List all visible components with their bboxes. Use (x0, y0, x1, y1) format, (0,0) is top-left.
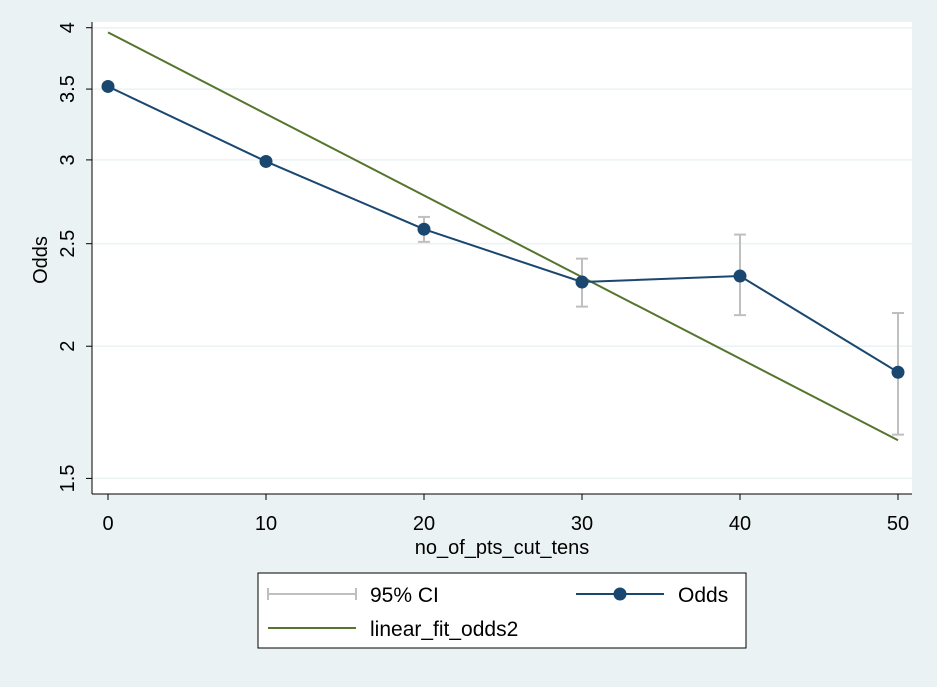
legend-fit-label: linear_fit_odds2 (370, 618, 518, 641)
odds-point-50 (891, 365, 905, 379)
x-tick-label-4: 40 (729, 513, 751, 535)
odds-point-40 (733, 269, 747, 283)
x-tick-label-5: 50 (887, 513, 909, 535)
gridlines (92, 26, 912, 480)
legend-box (257, 572, 747, 649)
y-tick-label-4: 3.5 (57, 75, 79, 103)
ticks: 1.522.533.540 10 20 30 40 50 (57, 22, 909, 535)
y-axis-label: Odds (30, 236, 52, 284)
legend-odds-swatch (576, 587, 664, 601)
x-axis-label: no_of_pts_cut_tens (415, 537, 590, 559)
x-tick-label-1: 10 (255, 513, 277, 535)
x-tick-label-3: 30 (571, 513, 593, 535)
legend-ci-label: 95% CI (370, 584, 439, 607)
legend-ci-swatch (267, 588, 357, 600)
y-tick-label-3: 3 (57, 154, 79, 165)
fit-line-layer (107, 31, 899, 442)
y-tick-label-0: 1.5 (57, 465, 79, 493)
axes (91, 22, 912, 495)
odds-point-20 (417, 222, 431, 236)
odds-point-10 (259, 154, 273, 168)
odds-line (107, 85, 899, 374)
y-tick-label-1: 2 (57, 341, 79, 352)
odds-series-layer (101, 79, 905, 379)
odds-point-30 (575, 275, 589, 289)
x-tick-label-2: 20 (413, 513, 435, 535)
plot-area (92, 22, 912, 494)
fit-line (107, 31, 899, 442)
y-tick-label-5: 4 (57, 22, 79, 33)
legend-odds-label: Odds (678, 584, 728, 607)
legend: 95% CI Odds linear_fit_odds2 (257, 572, 747, 649)
x-tick-label-0: 0 (102, 513, 113, 535)
y-tick-label-2: 2.5 (57, 230, 79, 258)
odds-point-0 (101, 79, 115, 93)
